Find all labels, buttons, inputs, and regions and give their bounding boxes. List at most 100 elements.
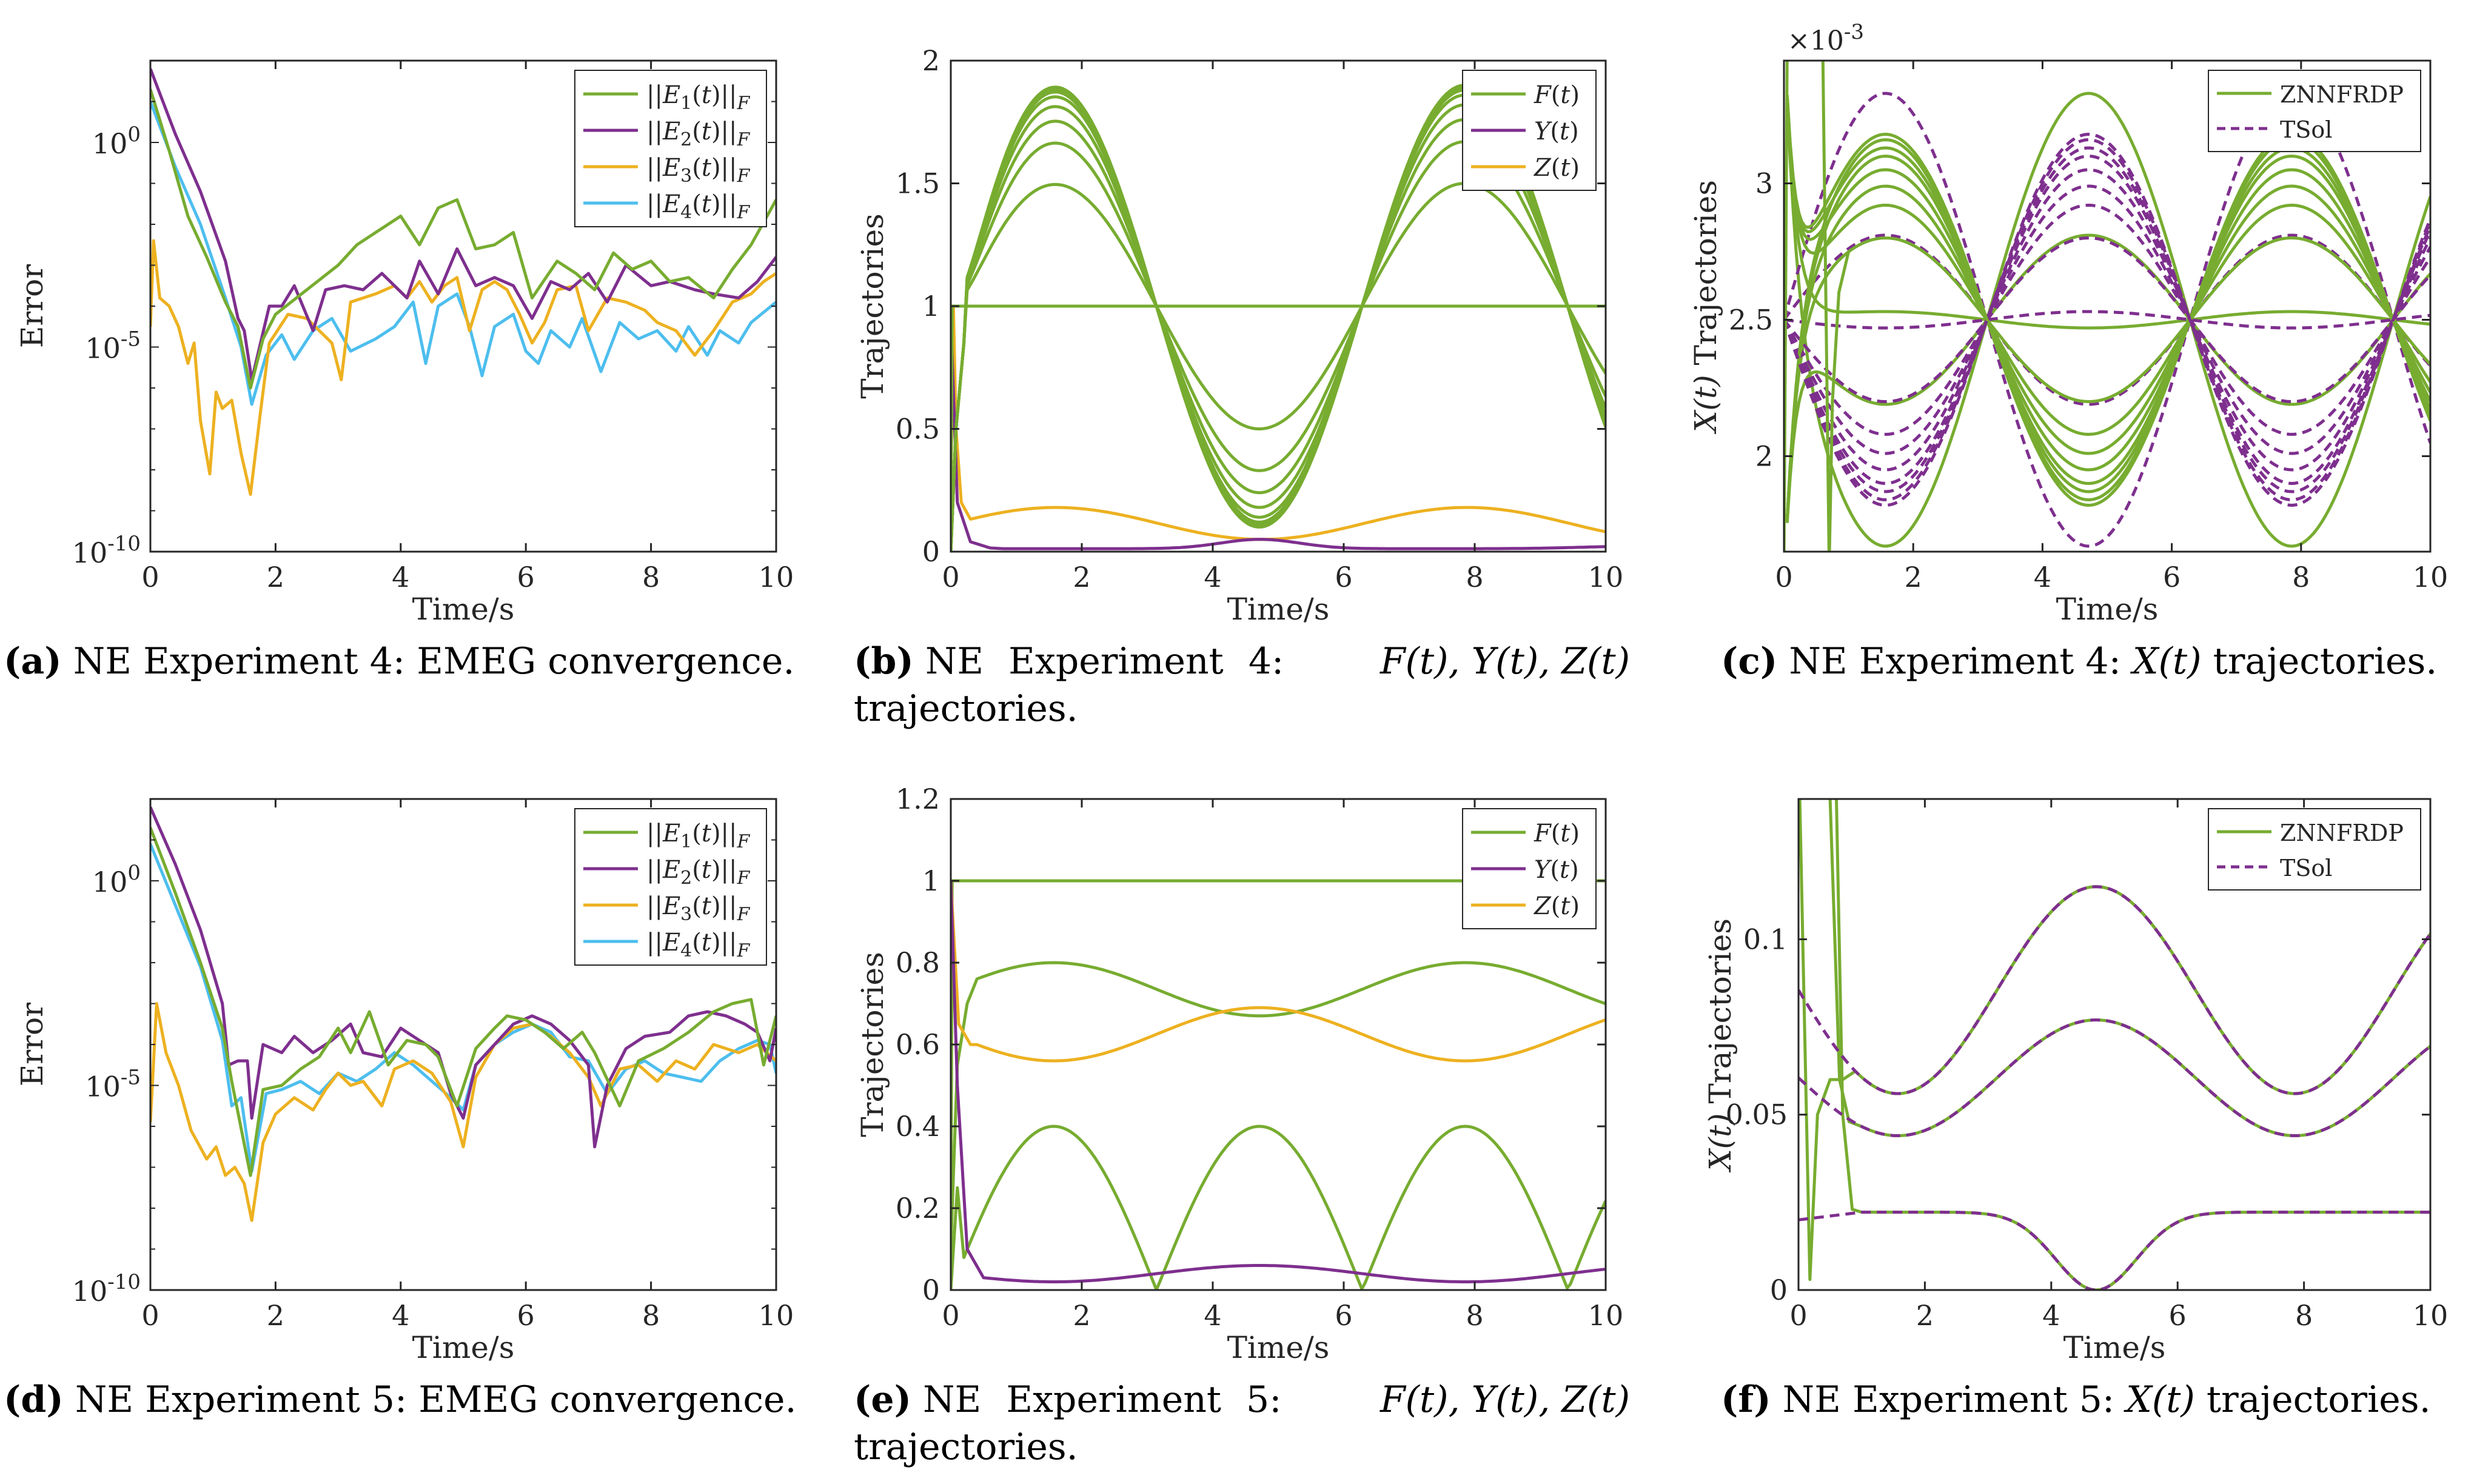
legend-box xyxy=(574,70,767,227)
caption-f-math: X(t) xyxy=(2126,1379,2195,1421)
y-tick-label: 100 xyxy=(92,861,141,898)
legend: F(t) Y(t) Z(t) xyxy=(1462,808,1597,929)
legend: ZNNFRDP TSol xyxy=(2208,808,2421,891)
legend-entry: F(t) xyxy=(1534,820,1580,847)
x-tick-label: 0 xyxy=(1775,561,1792,593)
x-tick-label: 4 xyxy=(2034,561,2051,593)
x-axis-label: Time/s xyxy=(1227,1330,1330,1365)
y-tick-label: 1.5 xyxy=(896,167,940,200)
plot-area xyxy=(150,68,776,496)
caption-f-text: NE Experiment 5: xyxy=(1782,1379,2115,1421)
series-line-ZNNFRDP-2 xyxy=(1785,233,2430,523)
caption-b-text: NE Experiment 4: xyxy=(925,640,1284,683)
series-line-ZNNFRDP-8 xyxy=(1785,155,2430,520)
caption-c-text: NE Experiment 4: xyxy=(1789,640,2121,683)
y-tick-label: 0.6 xyxy=(896,1028,940,1061)
x-axis-label: Time/s xyxy=(2056,592,2159,627)
y-axis-label: Error xyxy=(15,1003,50,1086)
x-tick-label: 8 xyxy=(1466,1299,1483,1332)
series-line-TSol-10 xyxy=(1784,138,2430,501)
series-line-E3tF xyxy=(150,1002,776,1222)
x-tick-label: 2 xyxy=(1073,561,1090,593)
x-tick-label: 4 xyxy=(392,1299,409,1332)
y-tick-label: 1 xyxy=(922,864,940,897)
x-tick-label: 2 xyxy=(1905,561,1922,593)
caption-e-math: F(t), Y(t), Z(t) xyxy=(1379,1379,1630,1421)
legend-entry: ||E1(t)||F xyxy=(646,820,751,852)
caption-c: (c) NE Experiment 4: X(t) trajectories. xyxy=(1721,638,2473,685)
legend: ||E1(t)||F||E2(t)||F||E3(t)||F||E4(t)||F xyxy=(574,808,767,966)
x-tick-label: 6 xyxy=(1335,1299,1352,1332)
caption-d-text: NE Experiment 5: EMEG convergence. xyxy=(75,1379,797,1421)
chart-b: 0 2 4 6 8 10 Time/s 0 0.5 1 1.5 2 Trajectories F(t) Y(… xyxy=(855,44,1623,627)
legend-entry: ||E3(t)||F xyxy=(646,154,751,187)
axes-box xyxy=(1797,798,2432,1291)
x-tick-label: 0 xyxy=(942,561,959,593)
plot-area xyxy=(1799,799,2430,1290)
x-tick-label: 0 xyxy=(942,1299,959,1332)
x-tick-label: 10 xyxy=(759,1299,794,1332)
x-tick-label: 8 xyxy=(1466,561,1483,593)
legend: F(t) Y(t) Z(t) xyxy=(1462,70,1597,191)
legend-entry: TSol xyxy=(2280,116,2332,143)
caption-a-text: NE Experiment 4: EMEG convergence. xyxy=(73,640,795,683)
series-line-Y xyxy=(951,318,1606,550)
x-tick-label: 6 xyxy=(2163,561,2181,593)
y-axis-label: Error xyxy=(15,264,50,348)
caption-c-math: X(t) xyxy=(2132,640,2202,683)
x-axis-label: Time/s xyxy=(412,1330,515,1365)
y-tick-label: 10-10 xyxy=(72,532,141,569)
legend: ||E1(t)||F||E2(t)||F||E3(t)||F||E4(t)||F xyxy=(574,70,767,227)
caption-a-label: (a) xyxy=(4,640,62,683)
y-tick-label: 1 xyxy=(922,290,940,323)
y-tick-label: 0.5 xyxy=(896,413,940,446)
caption-f-extra: trajectories. xyxy=(2206,1379,2431,1421)
series-line-F-upper xyxy=(951,961,1606,1249)
y-tick-label: 10-5 xyxy=(85,327,141,365)
axes-box xyxy=(1783,59,2432,553)
caption-b-extra: trajectories. xyxy=(854,687,1078,730)
x-tick-label: 0 xyxy=(141,1299,159,1332)
legend-box xyxy=(2208,808,2421,891)
y-tick-label: 3 xyxy=(1755,167,1773,200)
series-line-Y xyxy=(951,880,1606,1283)
y-tick-label: 0.2 xyxy=(896,1192,940,1225)
series-line-TSol-9 xyxy=(1784,146,2430,493)
y-axis-label: X(t) Trajectories xyxy=(1688,180,1723,435)
caption-e: (e) NE Experiment 5: F(t), Y(t), Z(t) tr… xyxy=(854,1376,1630,1471)
legend-entry: Y(t) xyxy=(1534,118,1579,145)
y-tick-label: 10-5 xyxy=(85,1066,141,1103)
series-line-F-constant xyxy=(951,879,1606,1290)
legend-box xyxy=(2208,70,2421,152)
series-line-ZNNFRDP-10 xyxy=(1785,138,2430,520)
series-line-ZNNFRDP-6 xyxy=(1785,184,2430,521)
y-tick-label: 100 xyxy=(92,122,141,160)
x-tick-label: 10 xyxy=(1588,561,1624,593)
series-line-ZNNFRDP-7 xyxy=(1785,95,2430,472)
x-tick-label: 10 xyxy=(1588,1299,1624,1332)
x-tick-label: 8 xyxy=(642,1299,660,1332)
caption-c-extra: trajectories. xyxy=(2213,640,2438,683)
legend-box xyxy=(574,808,767,966)
series-line-E1tF xyxy=(150,827,776,1177)
x-tick-label: 8 xyxy=(2295,1299,2313,1332)
chart-a: 0 2 4 6 8 10 Time/s 100 10-5 10-10 Error ||E1(t)||F… xyxy=(15,59,794,627)
legend-entry: ||E4(t)||F xyxy=(646,190,751,223)
legend-entry: ||E2(t)||F xyxy=(646,118,751,150)
x-tick-label: 4 xyxy=(392,561,409,593)
x-tick-label: 0 xyxy=(141,561,159,593)
y-tick-label: 0.1 xyxy=(1743,923,1788,955)
y-tick-label: 2 xyxy=(922,44,940,77)
x-tick-label: 6 xyxy=(2169,1299,2187,1332)
series-line-TSol-3 xyxy=(1799,1211,2430,1290)
y-tick-label: 0 xyxy=(922,535,940,568)
legend-box xyxy=(1462,70,1597,191)
y-tick-label: 0.8 xyxy=(896,946,940,979)
legend-entry: ||E2(t)||F xyxy=(646,856,751,889)
series-line-TSol-2 xyxy=(1784,233,2430,406)
caption-e-label: (e) xyxy=(854,1379,911,1421)
y-axis-label: Trajectories xyxy=(855,213,890,399)
x-tick-label: 2 xyxy=(1916,1299,1934,1332)
legend-entry: ZNNFRDP xyxy=(2280,81,2404,108)
